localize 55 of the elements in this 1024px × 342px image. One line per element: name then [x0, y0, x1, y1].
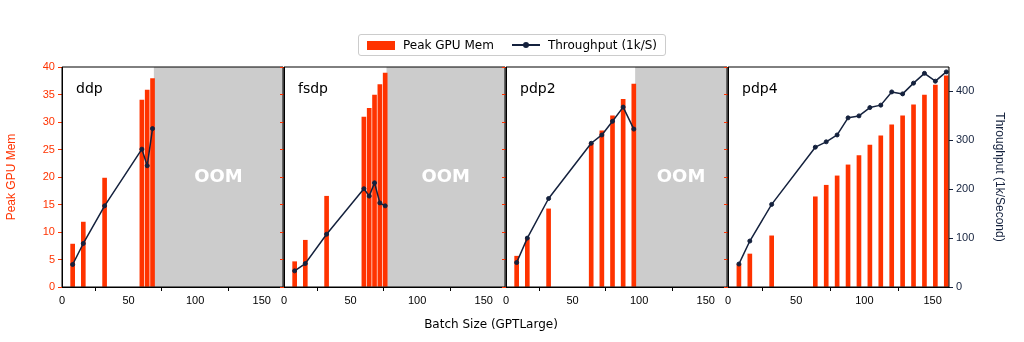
y2-tick-label: 0	[956, 280, 963, 293]
bar	[812, 196, 818, 287]
y-tick-label: 10	[42, 225, 55, 238]
bar	[382, 72, 388, 287]
x-tick-label: 50	[566, 293, 579, 306]
text: pdp2	[520, 79, 556, 96]
y-tick-label: 35	[42, 87, 55, 100]
y-tick-label: 0	[48, 280, 55, 293]
bar	[769, 235, 774, 287]
bar	[102, 177, 107, 287]
bar	[878, 135, 884, 287]
y2-axis-title: Throughput (1k/Second)	[993, 112, 1008, 242]
x-tick-label: 0	[502, 293, 510, 306]
x-tick-label: 150	[696, 293, 715, 306]
y-tick-label: 30	[42, 115, 55, 128]
bar	[631, 83, 637, 287]
y-tick-label: 20	[42, 170, 55, 183]
x-tick-label: 100	[407, 293, 427, 306]
x-tick-label: 50	[790, 293, 803, 306]
y-tick-label: 5	[48, 252, 55, 265]
y-tick-label: 25	[42, 142, 55, 155]
text: ddp	[76, 79, 103, 96]
x-tick-label: 0	[58, 293, 66, 306]
x-tick-label: 100	[185, 293, 205, 306]
y2-tick-label: 200	[956, 182, 975, 195]
x-tick-label: 100	[629, 293, 649, 306]
bar	[823, 184, 829, 287]
bar	[747, 253, 753, 287]
x-tick-label: 100	[855, 293, 874, 306]
legend-label: Throughput (1k/S)	[547, 38, 657, 52]
bar	[922, 94, 927, 287]
x-tick-label: 0	[724, 293, 732, 306]
text: fsdp	[298, 79, 329, 96]
y-tick-label: 15	[42, 197, 55, 210]
y2-tick-label: 100	[956, 231, 975, 244]
bar	[911, 104, 916, 287]
x-tick-label: 150	[474, 293, 493, 306]
y2-tick-label: 400	[956, 84, 975, 97]
x-tick-label: 50	[122, 293, 135, 306]
x-tick-label: 50	[344, 293, 357, 306]
bar	[900, 115, 905, 287]
y-axis-title: Peak GPU Mem	[3, 133, 18, 221]
text: pdp4	[742, 79, 778, 96]
bar	[546, 208, 551, 287]
y2-tick-label: 300	[956, 133, 975, 146]
bar	[889, 124, 895, 287]
bar	[80, 221, 86, 287]
legend-label: Peak GPU Mem	[403, 38, 494, 52]
x-axis-title: Batch Size (GPTLarge)	[423, 317, 559, 331]
bar	[610, 115, 615, 287]
x-tick-label: 150	[923, 293, 942, 306]
y-tick-label: 40	[42, 60, 55, 73]
x-tick-label: 150	[252, 293, 271, 306]
x-tick-label: 0	[280, 293, 288, 306]
bar	[324, 195, 329, 287]
